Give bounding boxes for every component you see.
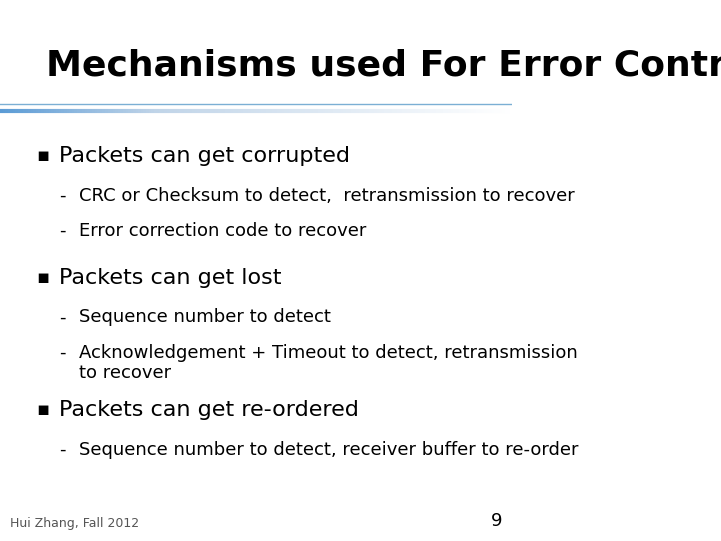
Text: -: - <box>59 222 66 240</box>
Text: Sequence number to detect, receiver buffer to re-order: Sequence number to detect, receiver buff… <box>79 441 579 459</box>
Text: CRC or Checksum to detect,  retransmission to recover: CRC or Checksum to detect, retransmissio… <box>79 187 575 204</box>
Text: ▪: ▪ <box>36 146 49 165</box>
Text: Acknowledgement + Timeout to detect, retransmission
to recover: Acknowledgement + Timeout to detect, ret… <box>79 344 578 382</box>
Text: -: - <box>59 344 66 361</box>
Text: Sequence number to detect: Sequence number to detect <box>79 308 331 326</box>
Text: -: - <box>59 308 66 326</box>
Text: Hui Zhang, Fall 2012: Hui Zhang, Fall 2012 <box>10 517 139 530</box>
Text: Mechanisms used For Error Control: Mechanisms used For Error Control <box>46 49 721 83</box>
Text: Packets can get lost: Packets can get lost <box>59 268 281 288</box>
Text: ▪: ▪ <box>36 400 49 419</box>
Text: -: - <box>59 441 66 459</box>
Text: Packets can get re-ordered: Packets can get re-ordered <box>59 400 359 420</box>
Text: Packets can get corrupted: Packets can get corrupted <box>59 146 350 166</box>
Text: -: - <box>59 187 66 204</box>
Text: 9: 9 <box>490 512 502 530</box>
Text: ▪: ▪ <box>36 268 49 287</box>
Text: Error correction code to recover: Error correction code to recover <box>79 222 367 240</box>
